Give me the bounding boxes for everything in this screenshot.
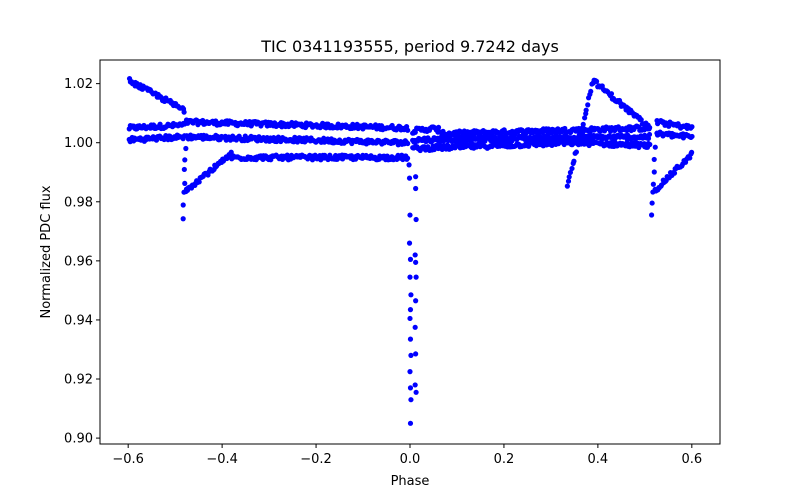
data-point-upper-band <box>405 127 411 133</box>
y-tick-label: 1.00 <box>64 136 93 151</box>
data-point-primary-eclipse <box>407 256 414 262</box>
data-point-primary-eclipse <box>412 324 418 330</box>
data-point-ramps-and-spikes <box>181 109 187 115</box>
data-point-secondary-dip-edges <box>649 212 655 218</box>
y-tick-label: 0.94 <box>64 313 93 328</box>
data-point-ramps-and-spikes <box>671 170 678 176</box>
data-point-ramps-and-spikes <box>565 178 572 184</box>
data-point-primary-eclipse <box>407 385 414 391</box>
data-point-primary-eclipse <box>413 216 419 223</box>
y-tick-label: 0.96 <box>64 254 93 269</box>
data-point-secondary-dip-edges <box>651 156 657 163</box>
data-point-ramps-and-spikes <box>608 91 615 97</box>
data-point-upper-band <box>435 124 442 131</box>
data-point-middle-band <box>645 135 652 141</box>
data-point-ramps-and-spikes <box>569 165 575 172</box>
data-point-ramps-and-spikes <box>573 149 580 155</box>
chart-title: TIC 0341193555, period 9.7242 days <box>260 37 559 56</box>
data-point-ramps-and-spikes <box>580 121 586 127</box>
data-point-upper-band <box>412 129 418 135</box>
data-point-primary-eclipse <box>412 382 418 388</box>
data-point-middle-band <box>689 133 695 140</box>
data-point-ramps-and-spikes <box>564 183 570 189</box>
data-point-secondary-dip-edges <box>652 144 658 150</box>
data-point-ramps-and-spikes <box>567 169 574 176</box>
x-tick-label: 0.0 <box>400 452 421 467</box>
data-point-middle-band <box>294 139 301 145</box>
data-point-primary-eclipse <box>407 274 413 280</box>
data-point-secondary-dip-edges <box>180 216 186 222</box>
data-point-ramps-and-spikes <box>566 174 572 180</box>
data-point-ramps-and-spikes <box>228 149 234 155</box>
data-point-primary-eclipse <box>407 315 413 322</box>
data-point-middle-band <box>646 131 653 138</box>
data-point-primary-eclipse <box>407 369 413 375</box>
y-tick-label: 0.92 <box>64 373 93 388</box>
data-point-primary-eclipse <box>412 252 418 258</box>
data-point-primary-eclipse <box>407 420 414 426</box>
data-point-primary-eclipse <box>408 352 414 358</box>
data-point-primary-eclipse <box>413 259 419 265</box>
data-point-upper-band <box>689 124 695 130</box>
x-tick-label: −0.4 <box>206 452 238 467</box>
data-point-ramps-and-spikes <box>579 125 585 132</box>
x-tick-label: 0.2 <box>494 452 515 467</box>
data-point-secondary-dip-edges <box>181 189 187 195</box>
data-point-ramps-and-spikes <box>571 158 577 164</box>
y-tick-label: 0.90 <box>64 432 93 447</box>
y-axis-label: Normalized PDC flux <box>39 185 54 318</box>
x-axis-label: Phase <box>391 474 430 489</box>
data-point-primary-eclipse <box>406 162 412 168</box>
data-point-secondary-dip-edges <box>183 145 189 152</box>
data-point-ramps-and-spikes <box>687 155 693 161</box>
data-point-secondary-dip-edges <box>182 180 188 187</box>
data-point-secondary-dip-edges <box>182 157 188 163</box>
data-point-primary-eclipse <box>413 389 419 395</box>
data-point-primary-eclipse <box>407 212 413 218</box>
y-tick-label: 0.98 <box>64 195 93 210</box>
plot-frame <box>99 59 721 445</box>
data-point-secondary-dip-edges <box>650 181 656 187</box>
data-point-secondary-dip-edges <box>651 169 657 175</box>
data-point-ramps-and-spikes <box>585 102 591 108</box>
x-tick-label: 0.6 <box>681 452 702 467</box>
data-point-primary-eclipse <box>413 351 419 357</box>
data-point-ramps-and-spikes <box>583 107 589 113</box>
data-point-primary-eclipse <box>406 240 413 246</box>
data-point-secondary-dip-edges <box>650 189 656 195</box>
data-point-primary-eclipse <box>413 174 419 180</box>
data-points <box>126 76 695 426</box>
data-point-ramps-and-spikes <box>196 179 202 185</box>
data-point-lower-band <box>647 141 653 148</box>
data-point-primary-eclipse <box>408 397 414 403</box>
data-point-ramps-and-spikes <box>689 149 695 155</box>
data-point-secondary-dip-edges <box>181 166 187 173</box>
data-point-primary-eclipse <box>413 274 419 280</box>
x-tick-label: 0.4 <box>588 452 609 467</box>
x-tick-label: −0.6 <box>112 452 144 467</box>
data-point-ramps-and-spikes <box>646 126 652 132</box>
data-point-primary-eclipse <box>413 185 419 192</box>
data-point-ramps-and-spikes <box>594 78 600 85</box>
data-point-ramps-and-spikes <box>588 88 594 95</box>
data-point-primary-eclipse <box>407 307 414 313</box>
x-tick-label: −0.2 <box>300 452 332 467</box>
data-point-ramps-and-spikes <box>582 115 588 121</box>
data-point-middle-band <box>405 140 411 147</box>
data-point-secondary-dip-edges <box>180 202 186 208</box>
data-point-ramps-and-spikes <box>638 117 644 123</box>
data-point-primary-eclipse <box>407 336 414 342</box>
data-point-lower-band <box>404 155 411 161</box>
data-point-ramps-and-spikes <box>578 131 584 137</box>
y-tick-label: 1.02 <box>64 77 93 92</box>
data-point-primary-eclipse <box>408 292 414 298</box>
data-point-secondary-dip-edges <box>649 200 655 206</box>
data-point-ramps-and-spikes <box>576 138 582 145</box>
data-point-primary-eclipse <box>406 175 413 181</box>
x-axis-ticks: −0.6 −0.4 −0.2 0.0 0.2 0.4 0.6 <box>112 444 702 467</box>
data-point-primary-eclipse <box>413 298 419 304</box>
y-axis-ticks: 0.90 0.92 0.94 0.96 0.98 1.00 1.02 <box>64 77 100 447</box>
